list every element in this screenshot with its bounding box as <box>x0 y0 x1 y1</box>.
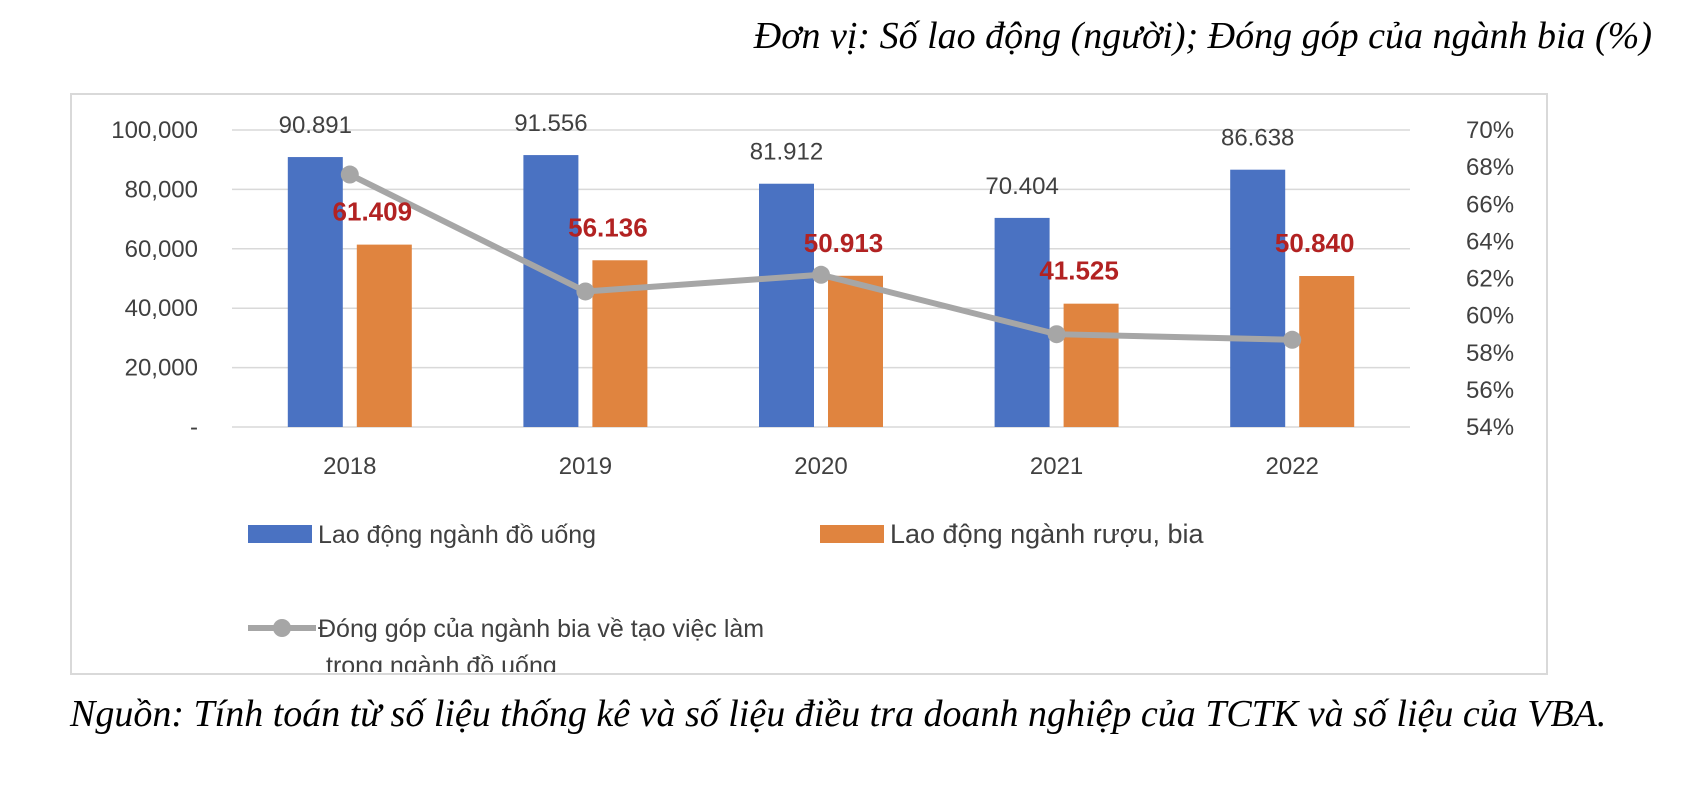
y-tick-label: 100,000 <box>111 117 198 144</box>
right-axis-ticks: 54% 56% 58% 60% 62% 64% 66% 68% 70% <box>1466 117 1514 441</box>
y2-tick-label: 54% <box>1466 414 1514 441</box>
gridlines <box>232 129 1410 428</box>
bar-lao-dong-ruou-bia <box>828 275 883 427</box>
y2-tick-label: 64% <box>1466 228 1514 255</box>
line-point <box>340 165 359 184</box>
bar-lao-dong-do-uong <box>1230 169 1286 428</box>
legend-label-dong-gop-line2: trong ngành đồ uống <box>326 652 557 680</box>
y-tick-label: 60,000 <box>125 236 198 263</box>
y-tick-label: 80,000 <box>125 176 198 203</box>
legend-label-dong-gop-line1: Đóng góp của ngành bia về tạo việc làm <box>318 615 764 643</box>
bar-lao-dong-do-uong <box>287 157 343 428</box>
category-labels: 2018 2019 2020 2021 2022 <box>323 453 1319 480</box>
bar-lao-dong-do-uong <box>523 155 579 427</box>
x-tick-label: 2022 <box>1266 453 1319 480</box>
bar-lao-dong-ruou-bia <box>356 244 412 427</box>
source-note: Nguồn: Tính toán từ số liệu thống kê và … <box>70 693 1607 735</box>
legend-marker-dong-gop <box>273 619 291 637</box>
x-tick-label: 2019 <box>559 453 612 480</box>
y2-tick-label: 68% <box>1466 154 1514 181</box>
x-tick-label: 2020 <box>794 453 847 480</box>
legend: Lao động ngành đồ uống Lao động ngành rượ… <box>248 519 1205 680</box>
y-tick-label: 20,000 <box>125 355 198 382</box>
bar-lao-dong-ruou-bia <box>1299 276 1355 427</box>
data-label-ruou-bia: 41.525 <box>1039 256 1119 286</box>
unit-note: Đơn vị: Số lao động (người); Đóng góp củ… <box>753 15 1652 57</box>
y-tick-label: 40,000 <box>125 295 198 322</box>
data-label-ruou-bia: 61.409 <box>333 197 413 227</box>
x-tick-label: 2018 <box>323 453 376 480</box>
x-tick-label: 2021 <box>1030 453 1083 480</box>
line-point <box>576 282 595 301</box>
y-tick-label: - <box>190 414 198 441</box>
data-label-do-uong: 90.891 <box>279 112 352 139</box>
legend-swatch-do-uong <box>248 525 312 543</box>
data-label-do-uong: 91.556 <box>514 110 587 137</box>
data-label-do-uong: 86.638 <box>1221 125 1294 152</box>
data-label-ruou-bia: 50.913 <box>804 228 884 258</box>
y2-tick-label: 62% <box>1466 266 1514 293</box>
data-label-do-uong: 81.912 <box>750 139 823 166</box>
data-label-do-uong: 70.404 <box>985 173 1058 200</box>
line-point <box>812 265 830 284</box>
y2-tick-label: 58% <box>1466 340 1514 367</box>
legend-label-ruou-bia: Lao động ngành rượu, bia <box>890 519 1205 549</box>
legend-swatch-ruou-bia <box>820 525 884 543</box>
data-labels: 90.891 61.409 91.556 56.136 81.912 50.913 70.4… <box>279 110 1355 286</box>
y2-tick-label: 56% <box>1466 377 1514 404</box>
y2-tick-label: 60% <box>1466 303 1514 330</box>
line-point <box>1283 330 1302 349</box>
y2-tick-label: 66% <box>1466 191 1514 218</box>
line-point <box>1047 325 1066 344</box>
bar-lao-dong-ruou-bia <box>1063 303 1119 427</box>
legend-label-do-uong: Lao động ngành đồ uống <box>318 521 596 549</box>
bar-lao-dong-do-uong <box>759 183 814 427</box>
data-label-ruou-bia: 56.136 <box>568 212 648 242</box>
data-label-ruou-bia: 50.840 <box>1275 228 1355 258</box>
y2-tick-label: 70% <box>1466 117 1514 144</box>
left-axis-ticks: - 20,000 40,000 60,000 80,000 100,000 <box>111 117 198 441</box>
line-series <box>340 165 1302 349</box>
